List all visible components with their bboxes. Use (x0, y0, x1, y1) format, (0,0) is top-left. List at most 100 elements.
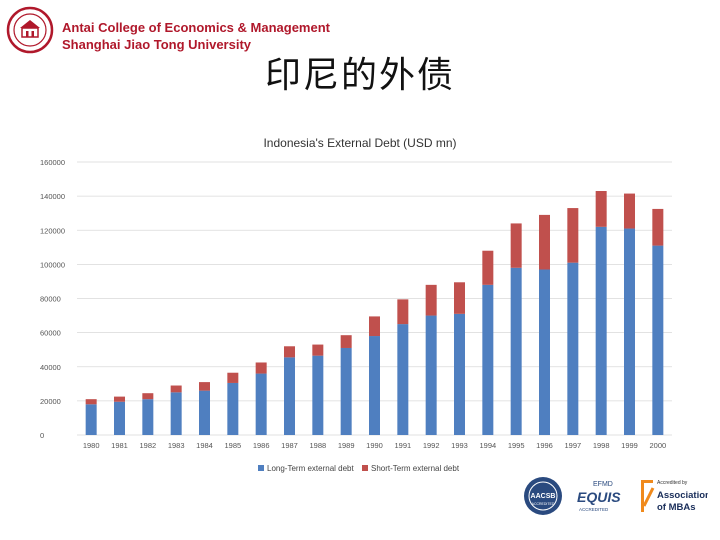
legend-label-long-term: Long-Term external debt (267, 464, 354, 473)
y-tick-label: 20000 (40, 397, 61, 406)
bar-short-term-1980 (85, 399, 97, 405)
bar-long-term-1995 (510, 267, 522, 435)
bar-short-term-1995 (510, 223, 522, 268)
x-tick-label-1997: 1997 (564, 441, 581, 450)
bar-short-term-1988 (312, 344, 324, 356)
y-tick-label: 60000 (40, 329, 61, 338)
bar-long-term-1999 (624, 228, 635, 435)
legend-swatch-short-term (362, 465, 368, 471)
amba-line1-text: Association (657, 490, 708, 501)
y-tick-label: 160000 (40, 158, 65, 167)
x-tick-label-1993: 1993 (451, 441, 468, 450)
bar-short-term-1986 (255, 362, 267, 374)
x-tick-label-1991: 1991 (394, 441, 411, 450)
bar-short-term-1990 (369, 316, 380, 337)
chart-title: Indonesia's External Debt (USD mn) (263, 136, 456, 150)
y-tick-label: 140000 (40, 192, 65, 201)
accreditation-logos: AACSB ACCREDITED EFMD EQUIS ACCREDITED A… (523, 474, 711, 518)
legend-label-short-term: Short-Term external debt (371, 464, 460, 473)
x-tick-label-1996: 1996 (536, 441, 553, 450)
university-seal-icon (6, 6, 54, 54)
bar-short-term-1987 (284, 346, 295, 358)
x-tick-label-2000: 2000 (649, 441, 666, 450)
bar-short-term-1989 (340, 335, 352, 348)
bar-long-term-1997 (567, 262, 579, 435)
header-branding: Antai College of Economics & Management … (6, 6, 330, 56)
bar-short-term-1992 (425, 284, 437, 316)
x-tick-label-1985: 1985 (224, 441, 241, 450)
bar-short-term-1983 (170, 385, 182, 393)
x-axis-ticks: 1980 1981 1982 1983 1984 1985 1986 1987 1988 1989… (83, 441, 666, 450)
slide-title: 印尼的外债 (264, 55, 455, 96)
x-tick-label-1988: 1988 (309, 441, 326, 450)
bar-long-term-1992 (425, 315, 437, 435)
aacsb-sub-text: ACCREDITED (532, 502, 555, 506)
external-debt-chart: Indonesia's External Debt (USD mn) 0 2000… (40, 136, 672, 473)
bar-short-term-2000 (652, 208, 664, 246)
bar-long-term-1998 (595, 226, 607, 435)
bars (85, 191, 664, 435)
equis-sub-text: ACCREDITED (579, 507, 609, 512)
bar-short-term-1996 (539, 214, 550, 270)
bar-long-term-1987 (284, 357, 295, 435)
x-tick-label-1989: 1989 (338, 441, 355, 450)
y-tick-label: 40000 (40, 363, 61, 372)
amba-line2-text: of MBAs (657, 502, 696, 513)
bar-long-term-1991 (397, 324, 409, 435)
bar-long-term-1989 (340, 347, 352, 435)
bar-long-term-1988 (312, 355, 324, 435)
bar-short-term-1997 (567, 208, 579, 263)
bar-long-term-1993 (454, 313, 465, 435)
bar-long-term-1985 (227, 382, 239, 435)
y-tick-label: 120000 (40, 226, 65, 235)
bar-short-term-1984 (199, 382, 210, 391)
legend-swatch-long-term (258, 465, 264, 471)
bar-short-term-1985 (227, 372, 239, 383)
bar-long-term-2000 (652, 245, 664, 435)
x-tick-label-1992: 1992 (423, 441, 440, 450)
y-tick-label: 0 (40, 431, 44, 440)
x-tick-label-1983: 1983 (168, 441, 185, 450)
bar-long-term-1990 (369, 336, 380, 435)
bar-short-term-1991 (397, 299, 409, 325)
y-axis-ticks: 0 20000 40000 60000 80000 100000 120000 140000 1… (40, 158, 65, 440)
x-tick-label-1980: 1980 (83, 441, 100, 450)
x-tick-label-1984: 1984 (196, 441, 213, 450)
x-tick-label-1994: 1994 (479, 441, 496, 450)
x-tick-label-1986: 1986 (253, 441, 270, 450)
x-tick-label-1987: 1987 (281, 441, 298, 450)
legend: Long-Term external debt Short-Term exter… (258, 464, 460, 473)
bar-long-term-1983 (170, 392, 182, 435)
x-tick-label-1981: 1981 (111, 441, 128, 450)
bar-short-term-1982 (142, 393, 154, 400)
institution-name: Antai College of Economics & Management (62, 20, 330, 35)
bar-long-term-1982 (142, 399, 154, 435)
equis-logo: EFMD EQUIS ACCREDITED (577, 481, 621, 512)
y-tick-label: 80000 (40, 295, 61, 304)
bar-short-term-1999 (624, 193, 635, 229)
bar-long-term-1980 (85, 404, 97, 435)
amba-pre-text: Accredited by (657, 480, 688, 486)
aacsb-text: AACSB (531, 493, 556, 500)
bar-long-term-1984 (199, 390, 210, 435)
bar-long-term-1996 (539, 269, 550, 435)
bar-short-term-1994 (482, 250, 494, 285)
bar-long-term-1981 (114, 401, 125, 435)
y-tick-label: 100000 (40, 260, 65, 269)
bar-long-term-1986 (255, 373, 267, 435)
aacsb-logo: AACSB ACCREDITED (524, 477, 562, 515)
equis-text: EQUIS (577, 489, 621, 505)
university-name: Shanghai Jiao Tong University (62, 37, 252, 52)
x-tick-label-1982: 1982 (139, 441, 156, 450)
bar-short-term-1981 (114, 396, 125, 402)
amba-logo: Accredited by Association of MBAs (641, 480, 711, 513)
bar-short-term-1998 (595, 191, 607, 227)
x-tick-label-1990: 1990 (366, 441, 383, 450)
x-tick-label-1995: 1995 (508, 441, 525, 450)
x-tick-label-1998: 1998 (593, 441, 610, 450)
efmd-text: EFMD (593, 481, 613, 488)
x-tick-label-1999: 1999 (621, 441, 638, 450)
bar-long-term-1994 (482, 284, 494, 435)
accreditation-badges: AACSB ACCREDITED EFMD EQUIS ACCREDITED A… (524, 477, 711, 515)
bar-short-term-1993 (454, 282, 465, 314)
